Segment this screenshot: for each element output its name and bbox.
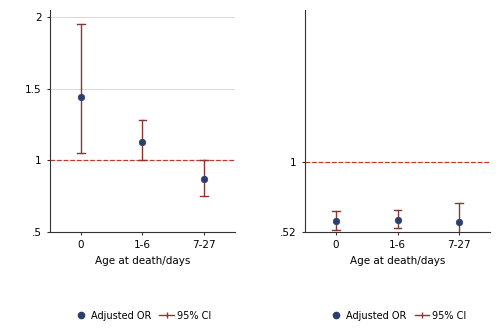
Point: [455, 220, 463, 225]
Legend: Adjusted OR, 95% CI: Adjusted OR, 95% CI: [325, 307, 470, 324]
Point: [332, 218, 340, 223]
X-axis label: Age at death/days: Age at death/days: [350, 256, 446, 265]
Legend: Adjusted OR, 95% CI: Adjusted OR, 95% CI: [70, 307, 215, 324]
Point: [200, 176, 208, 181]
Point: [394, 217, 402, 223]
Point: [77, 95, 85, 100]
Point: [138, 139, 146, 144]
X-axis label: Age at death/days: Age at death/days: [94, 256, 190, 265]
